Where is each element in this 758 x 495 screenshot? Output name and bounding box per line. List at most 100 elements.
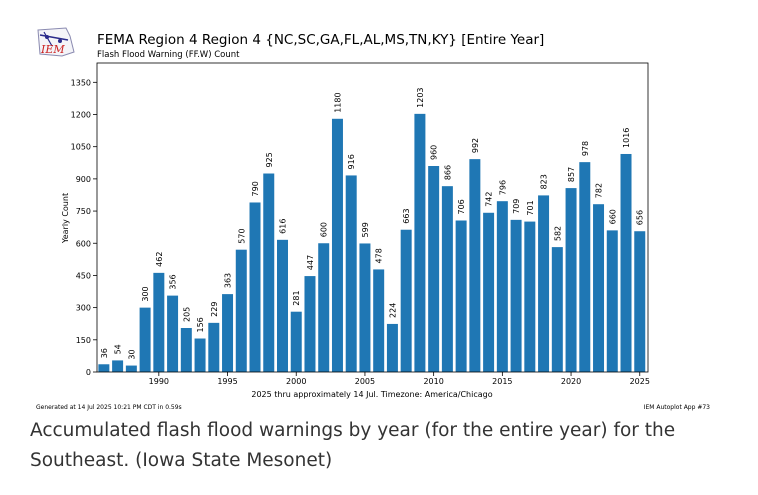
bar-2024 (620, 153, 632, 372)
x-tick-label-2010: 2010 (423, 377, 443, 386)
bar-label-1995: 363 (224, 273, 233, 288)
bar-2019 (551, 247, 563, 372)
bar-2025 (634, 231, 646, 372)
bar-label-1997: 790 (251, 181, 260, 196)
bar-label-1998: 925 (265, 152, 274, 167)
x-tick-label-2005: 2005 (355, 377, 375, 386)
bar-label-2017: 701 (526, 200, 535, 215)
y-tick-label-600: 600 (76, 239, 91, 248)
bar-2007 (386, 323, 398, 372)
bar-label-2022: 782 (595, 183, 604, 198)
bar-2021 (579, 162, 591, 372)
bar-2023 (606, 230, 618, 373)
bar-label-1993: 156 (196, 317, 205, 332)
bar-label-1992: 205 (182, 307, 191, 322)
y-tick-label-900: 900 (76, 175, 91, 184)
bar-2012 (455, 220, 467, 372)
bar-label-2021: 978 (581, 141, 590, 156)
bar-2004 (345, 175, 357, 372)
x-axis-label: 2025 thru approximately 14 Jul. Timezone… (251, 390, 492, 399)
bar-2008 (400, 229, 412, 372)
bar-2002 (318, 243, 330, 372)
x-tick-label-2020: 2020 (561, 377, 581, 386)
chart-subtitle: Flash Flood Warning (FF.W) Count (97, 50, 240, 60)
y-axis: 0 150 300 450 600 750 900 1050 1200 1350 (71, 78, 97, 377)
x-tick-label-2000: 2000 (286, 377, 306, 386)
bar-label-1986: 36 (100, 348, 109, 358)
bar-label-2005: 599 (361, 222, 370, 237)
bar-1987 (112, 360, 124, 372)
bar-label-2015: 796 (498, 180, 507, 195)
bar-1999 (277, 239, 288, 372)
bar-label-1996: 570 (237, 228, 246, 243)
y-tick-label-1200: 1200 (71, 111, 91, 120)
bar-label-2012: 706 (457, 199, 466, 214)
y-tick-label-750: 750 (76, 207, 91, 216)
bar-label-1987: 54 (114, 344, 123, 354)
bar-1988 (125, 365, 137, 372)
bar-2003 (331, 118, 343, 372)
bar-label-2001: 447 (306, 255, 315, 270)
bar-1992 (180, 328, 192, 372)
bar-label-1988: 30 (127, 349, 136, 359)
bar-1997 (249, 202, 261, 372)
y-axis-label: Yearly Count (61, 193, 70, 244)
x-tick-label-2015: 2015 (492, 377, 512, 386)
bar-1994 (208, 322, 220, 372)
x-axis: 1990 1995 2000 2005 2010 2015 2020 2025 (149, 372, 650, 386)
bar-1991 (167, 295, 179, 372)
bar-2011 (441, 186, 453, 372)
bars-layer (98, 113, 646, 373)
logo-text: IEM (40, 43, 65, 56)
chart-title: FEMA Region 4 Region 4 {NC,SC,GA,FL,AL,M… (97, 32, 544, 48)
bar-label-2000: 281 (292, 290, 301, 305)
bar-label-2025: 656 (636, 210, 645, 225)
y-tick-label-0: 0 (86, 368, 91, 377)
y-tick-label-150: 150 (76, 336, 91, 345)
bar-2005 (359, 243, 371, 372)
bar-label-2002: 600 (320, 222, 329, 237)
y-tick-label-450: 450 (76, 271, 91, 280)
bar-2010 (428, 166, 440, 372)
x-tick-label-1995: 1995 (217, 377, 237, 386)
x-tick-label-1990: 1990 (149, 377, 169, 386)
bar-label-2010: 960 (430, 145, 439, 160)
bar-1995 (222, 294, 234, 372)
bar-label-2020: 857 (567, 167, 576, 182)
bar-2018 (538, 195, 550, 372)
bar-label-2024: 1016 (622, 128, 631, 148)
generated-footer: Generated at 14 Jul 2025 10:21 PM CDT in… (36, 404, 182, 411)
bar-label-1994: 229 (210, 302, 219, 317)
bar-label-2014: 742 (485, 191, 494, 206)
bar-2020 (565, 188, 577, 372)
bar-label-2008: 663 (402, 208, 411, 223)
bar-1989 (139, 307, 151, 373)
bar-label-1989: 300 (141, 286, 150, 301)
bar-2013 (469, 159, 481, 372)
bar-2014 (483, 212, 495, 372)
bar-1998 (263, 173, 275, 372)
bar-1993 (194, 338, 206, 372)
bar-label-1991: 356 (169, 274, 178, 289)
bar-label-2003: 1180 (333, 92, 342, 112)
y-tick-label-1050: 1050 (71, 143, 91, 152)
bar-labels-layer: 36 54 30 300 462 356 205 156 229 363 570 790 925 616 2… (100, 88, 645, 360)
figure-caption: Accumulated flash flood warnings by year… (30, 420, 676, 471)
y-tick-label-1350: 1350 (71, 78, 91, 87)
bar-2006 (373, 269, 385, 372)
iem-logo: IEM (37, 27, 75, 57)
bar-label-2007: 224 (388, 303, 397, 318)
bar-1986 (98, 364, 110, 372)
bar-label-2023: 660 (608, 209, 617, 224)
bar-label-1999: 616 (279, 219, 288, 234)
bar-label-2013: 992 (471, 138, 480, 153)
bar-2000 (290, 311, 302, 372)
bar-label-2018: 823 (540, 174, 549, 189)
bar-label-2004: 916 (347, 154, 356, 169)
bar-2022 (593, 204, 605, 372)
bar-label-1990: 462 (155, 252, 164, 267)
bar-2001 (304, 276, 316, 372)
bar-label-2019: 582 (553, 226, 562, 241)
flash-flood-warning-chart: IEM FEMA Region 4 Region 4 {NC,SC,GA,FL,… (36, 27, 710, 411)
app-footer: IEM Autoplot App #73 (644, 404, 710, 411)
